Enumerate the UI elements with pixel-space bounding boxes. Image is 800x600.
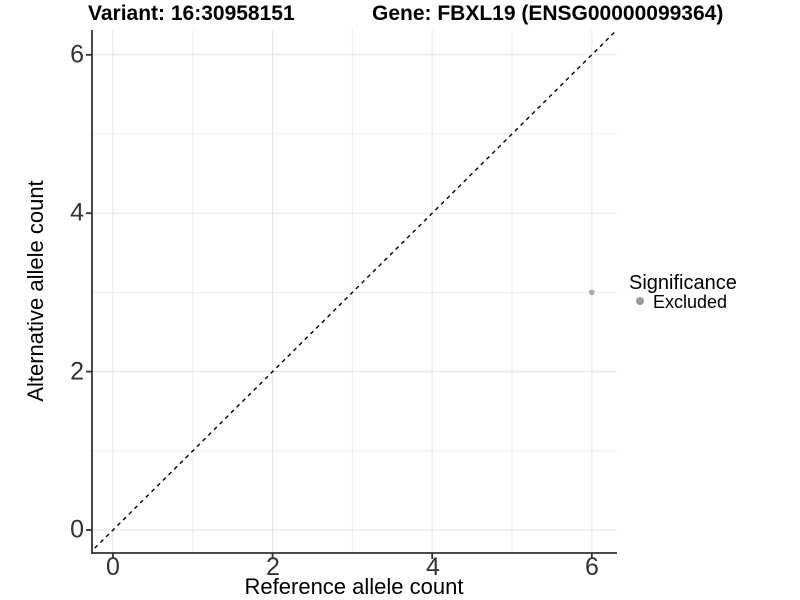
x-axis-title: Reference allele count bbox=[244, 574, 464, 599]
y-tick-label-0: 0 bbox=[70, 515, 84, 544]
x-tick-label-6: 6 bbox=[585, 553, 599, 581]
gene-title: Gene: FBXL19 (ENSG00000099364) bbox=[372, 2, 724, 25]
x-tick-label-2: 2 bbox=[266, 553, 280, 581]
identity-dashed-line bbox=[92, 30, 617, 552]
x-tick-label-0: 0 bbox=[106, 553, 120, 581]
y-tick-label-6: 6 bbox=[70, 40, 84, 69]
legend-point-icon bbox=[636, 297, 644, 305]
legend-title: Significance bbox=[629, 272, 737, 294]
y-tick-label-4: 4 bbox=[70, 198, 84, 227]
data-point bbox=[589, 289, 595, 296]
legend-entry-excluded: Excluded bbox=[653, 292, 728, 312]
x-tick-label-4: 4 bbox=[426, 553, 440, 581]
y-tick-label-2: 2 bbox=[70, 357, 84, 386]
variant-title: Variant: 16:30958151 bbox=[88, 2, 295, 25]
y-axis-title: Alternative allele count bbox=[23, 180, 48, 402]
